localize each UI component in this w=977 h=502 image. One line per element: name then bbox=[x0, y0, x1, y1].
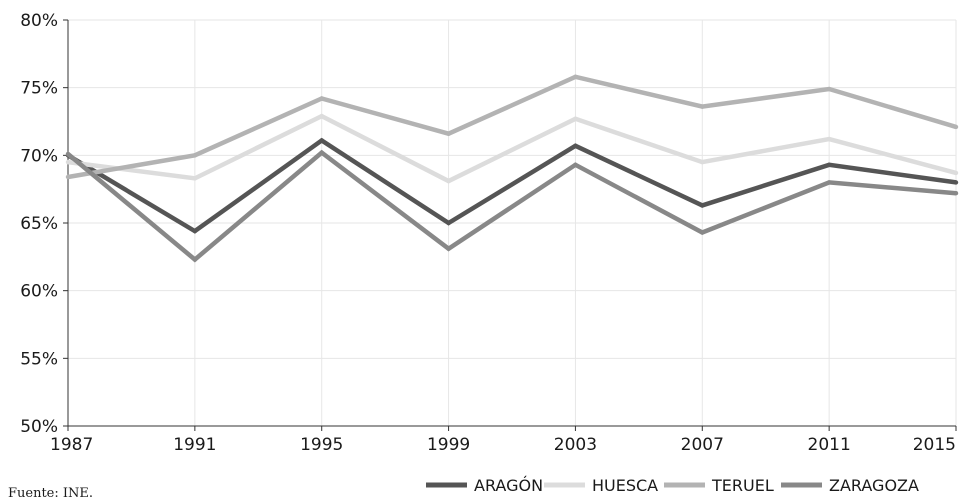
data-point-zaragoza bbox=[319, 150, 324, 155]
x-tick-label: 1987 bbox=[50, 435, 93, 455]
data-point-zaragoza bbox=[573, 162, 578, 168]
data-point-huesca bbox=[446, 178, 451, 184]
data-point-zaragoza bbox=[953, 191, 959, 196]
data-point-teruel bbox=[826, 86, 832, 92]
legend-label-zaragoza: ZARAGOZA bbox=[829, 476, 919, 495]
data-point-zaragoza bbox=[65, 151, 71, 157]
y-tick-label: 50% bbox=[20, 417, 58, 437]
y-tick-label: 80% bbox=[20, 11, 58, 31]
data-point-arag-n bbox=[192, 228, 198, 234]
data-point-arag-n bbox=[700, 203, 705, 208]
x-tick-label: 2011 bbox=[808, 435, 851, 455]
data-point-huesca bbox=[700, 159, 705, 165]
data-point-teruel bbox=[319, 96, 324, 101]
series-line-arag-n bbox=[66, 137, 957, 234]
y-tick-label: 65% bbox=[20, 214, 58, 234]
series-line-teruel bbox=[67, 74, 957, 180]
data-point-teruel bbox=[65, 174, 71, 180]
y-tick-label: 75% bbox=[20, 79, 58, 99]
data-point-teruel bbox=[953, 124, 959, 130]
data-point-teruel bbox=[573, 74, 578, 80]
data-point-zaragoza bbox=[446, 246, 451, 251]
source-note: Fuente: INE. bbox=[8, 486, 93, 501]
data-point-huesca bbox=[953, 170, 959, 176]
data-point-zaragoza bbox=[826, 180, 832, 185]
x-tick-label: 1995 bbox=[300, 435, 343, 455]
data-point-huesca bbox=[192, 176, 198, 181]
y-tick-label: 60% bbox=[20, 282, 58, 302]
data-point-arag-n bbox=[953, 180, 959, 185]
data-point-arag-n bbox=[826, 162, 832, 168]
data-point-zaragoza bbox=[700, 230, 705, 235]
x-tick-label: 2003 bbox=[554, 435, 597, 455]
series-lines bbox=[65, 74, 959, 263]
gridlines bbox=[67, 19, 957, 427]
legend-label-huesca: HUESCA bbox=[592, 476, 658, 495]
data-point-zaragoza bbox=[192, 257, 198, 262]
x-tick-label: 1991 bbox=[173, 435, 216, 455]
data-point-huesca bbox=[65, 159, 71, 165]
x-tick-label: 1999 bbox=[427, 435, 470, 455]
y-tick-label: 55% bbox=[20, 349, 58, 369]
data-point-arag-n bbox=[446, 220, 451, 226]
series-line-zaragoza bbox=[66, 149, 957, 263]
y-tick-label: 70% bbox=[20, 146, 58, 166]
data-point-huesca bbox=[319, 113, 324, 119]
x-tick-label: 2015 bbox=[913, 435, 956, 455]
data-point-huesca bbox=[826, 136, 832, 142]
data-point-teruel bbox=[700, 104, 705, 109]
axes: 50% 55% 60% 65% 70% 75% 80% 1987 1991 1995 1999 200… bbox=[20, 11, 957, 455]
data-point-huesca bbox=[573, 116, 578, 121]
legend: ARAGÓN HUESCA TERUEL ZARAGOZA bbox=[426, 476, 919, 495]
data-point-teruel bbox=[446, 131, 451, 136]
data-point-arag-n bbox=[573, 143, 578, 149]
data-point-arag-n bbox=[319, 138, 324, 143]
legend-label-arag-n: ARAGÓN bbox=[474, 476, 543, 495]
series-line-huesca bbox=[67, 113, 957, 184]
x-tick-label: 2007 bbox=[681, 435, 724, 455]
legend-label-teruel: TERUEL bbox=[711, 476, 774, 495]
data-point-teruel bbox=[192, 153, 198, 158]
